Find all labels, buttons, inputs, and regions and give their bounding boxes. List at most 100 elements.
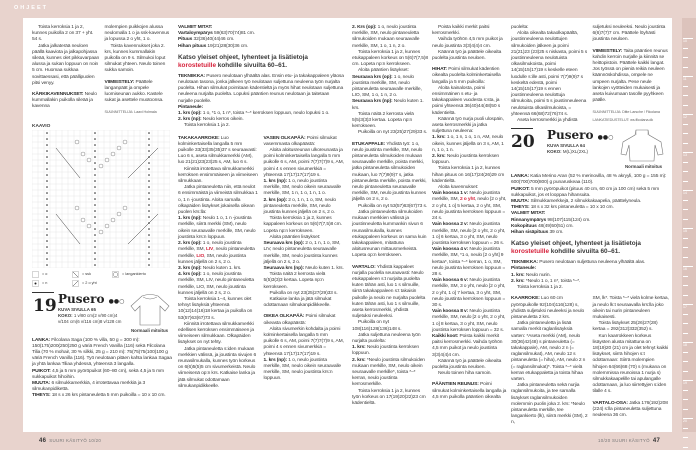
legend-item: = o (32, 270, 48, 278)
text: Pusero neulotaan suljettuna neuleena ylh… (538, 260, 646, 266)
purl-dot (94, 233, 96, 236)
text: Aloita kavennukset: (438, 185, 479, 191)
text: 59(63)70(74)81 cm. (212, 31, 255, 37)
paragraph: Vain koossa 6 v: Neulo joustinta merkill… (432, 278, 507, 309)
paragraph: Toista näitä 2 kerrosta vielä 5(5)3(3)3 … (352, 112, 428, 131)
label: MUUTA: (511, 199, 530, 205)
ruler-minor-tick (683, 104, 688, 106)
purl-dot (94, 257, 96, 260)
paragraph: Aloita pääntien lisäykset: (264, 235, 345, 241)
label: 2. Krs (op): (352, 25, 377, 30)
pattern-number: 20 (511, 132, 535, 153)
text: Pusero neulotaan ylhäältä alas. Ensin et… (178, 73, 344, 104)
ruler-minor-tick (683, 351, 688, 353)
ruler-minor-tick (683, 85, 688, 87)
right-col-1-wrap: 2. Krs (op): 1 o, neulo joustinta merkil… (352, 25, 428, 407)
text: Yhdistä kappaleet nurjalla puolella seur… (352, 264, 426, 320)
paragraph: TIHEYS: 18 s x 32 krs pintaneuletta = 10… (511, 205, 669, 211)
paragraph: 3. krs (np): Neulo kuten 1. krs. (178, 266, 259, 272)
paragraph: 1. krs (np): 1 o, neulo joustinta merkil… (264, 179, 345, 198)
paragraph: KÄRKIKAVENNUKSET: Neulo kummallakin puik… (32, 92, 100, 111)
paragraph: puolelta: (511, 25, 588, 31)
text: 1 o, neulo joustinta merkille, SM, neulo… (352, 25, 420, 49)
label: Hihan sisäpituus (511, 230, 549, 236)
paragraph: Jatka pintaneuletta niin, että neulot 6 … (178, 185, 259, 216)
finishing-columns: puolelta: Aloita oikealta takaolkapäältä,… (511, 25, 669, 124)
section-tag: OHJEET (14, 5, 49, 11)
paragraph: 2. krs (op): 2 o, 1 n, 1 o, SM, neulo pi… (264, 198, 345, 217)
paragraph: Aloita sivumerkin kohdalta ja poimi kolm… (264, 327, 345, 358)
text: Neulo joustinta merkille, SM, neulo [2 o… (432, 309, 506, 333)
paragraph: Kaikki koot: Poista kaikki merkit paitsi… (432, 334, 507, 359)
text: Neulo 1 o, 1 n -joustinta merkille, siir… (178, 216, 256, 240)
text: LANKATIEDUSTELUT: ws.filcolana.dk (592, 117, 654, 122)
text: Toista kerroksia 1 ja 2, kunnes etukappa… (352, 49, 429, 68)
left-col-1: Toista kerroksia 1 ja 2, kunnes puikolla… (32, 25, 100, 111)
text: Käännä työ nurja puoli ulospäin, aseta k… (432, 116, 504, 135)
paragraph: Katkaise lanka ja jätä silmukat odottama… (264, 297, 345, 309)
label: VARTALO-OSA: (592, 400, 628, 406)
ruler-minor-tick (683, 95, 688, 96)
label: Pituus (178, 37, 193, 43)
purl-dot (46, 149, 48, 152)
purl-dot (148, 131, 150, 134)
ruler-minor-tick (683, 389, 688, 391)
label: 3. krs (np): (178, 265, 202, 271)
purl-dot (94, 239, 96, 242)
yoke-col: KAARROKE: Luo 60 cm pyöröpuikolle 92(104… (511, 296, 588, 426)
legend-item: = langankierto (112, 270, 146, 278)
paragraph: Jatka pintaneuletta ja lisää samalla mer… (511, 321, 588, 383)
ruler-minor-tick (683, 133, 688, 134)
purl-dot (46, 215, 48, 218)
back-yoke-col: TAKAKAARROKE: Luo kolminkertaisella lang… (178, 136, 259, 390)
paragraph: ETUKAPPALE: Yhdistä työ: 1 o, neulo jous… (352, 142, 428, 204)
yarn-over-circle (74, 205, 80, 210)
text: Jatka pintaneuletta silmukoiden mukaan m… (352, 209, 427, 259)
label: 1. krs (np): (263, 357, 288, 363)
text: SM, lk*. Toista *–* vielä kolme kertaa, … (592, 296, 669, 320)
k2tog-diagonal-icon (72, 279, 79, 287)
purl-dot (94, 131, 96, 134)
purl-dot (46, 263, 48, 266)
legend-item: = 2 o yht (72, 279, 97, 287)
purl-dot (94, 203, 96, 206)
purl-dot (94, 137, 96, 140)
legend-label: = o (42, 271, 48, 276)
purl-dot (94, 161, 96, 164)
text: 18 s x 32 krs pintaneuletta = 10 x 10 cm… (529, 205, 614, 211)
text: Toista kerroksia 1 ja 2. (184, 123, 230, 129)
highlight: 2 o yht (459, 197, 475, 203)
text: Neulo nurin. (524, 272, 551, 278)
ruler-minor-tick (683, 313, 688, 315)
divider (511, 128, 533, 130)
label: TIHEYS: (511, 205, 530, 211)
pattern-meta: KUVA SIVULLA 65 KOKO: 1 v/80 cm(2 v/90 c… (58, 306, 122, 324)
text: 5 mm pyöröpuikot (pituus 40 cm, 60 cm ja… (511, 186, 660, 198)
paragraph: Vaihda työhön 4,5 mm puikot ja neulo jou… (432, 37, 507, 49)
left-block-a: Toista kerroksia 1 ja 2, kunnes puikolla… (32, 25, 172, 400)
sock-columns: Toista kerroksia 1 ja 2, kunnes puikolla… (32, 25, 172, 117)
purl-dot (148, 257, 150, 260)
paragraph: Vartaloympärys 59(63)70(74)81 cm. (178, 31, 344, 37)
label: TAKAKAARROKE: (178, 135, 220, 141)
ruler-minor-tick (683, 142, 688, 144)
right-col-2: Poista kaikki merkit paitsi kerrosmerkki… (432, 25, 507, 401)
ruler-minor-tick (683, 437, 688, 438)
purl-dot (148, 179, 150, 182)
yarn-over-circle (122, 139, 128, 144)
paragraph: Aloita oikealta takaolkapäältä, joustinn… (511, 31, 588, 118)
footer-left: 46 SUURI KÄSITYÖ 10/20 (39, 438, 102, 444)
text: Toista kerroksia 1 ja 2, kunnes työn kor… (352, 388, 426, 406)
paragraph: Aloita kainalosta, poimi ensimmäinen s e… (432, 86, 507, 117)
text: Luo kolminkertaisella langalla 5 mm puik… (178, 135, 257, 166)
yarn-over-circle (98, 229, 104, 234)
fit-label: Normaali mitoitus (131, 327, 169, 333)
label: KÄRKIKAVENNUKSET: (32, 92, 84, 98)
purl-dot (148, 245, 150, 248)
text: Jatka pintaneuletta ja lisää samalla mer… (511, 321, 586, 382)
label: 1. krs (op): (178, 111, 202, 117)
label: Vain koossa 8 v: (432, 309, 469, 315)
ruler-minor-tick (683, 361, 688, 362)
label: Hihan pituus (178, 43, 207, 49)
label: Seuraava krs (np): (352, 99, 393, 105)
